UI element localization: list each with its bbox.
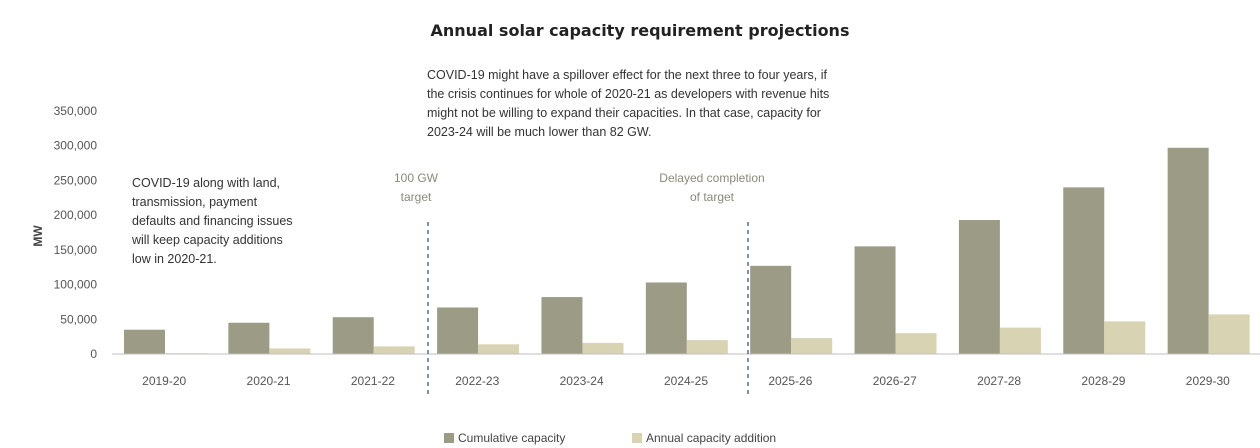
top-note: COVID-19 might have a spillover effect f… [427, 68, 829, 139]
bar-annual-addition [269, 348, 311, 354]
legend-swatch [632, 433, 642, 443]
x-tick-label: 2025-26 [768, 374, 812, 388]
marker-label-line: of target [690, 190, 735, 204]
bar-annual-addition [895, 333, 937, 354]
left-note: COVID-19 along with land, transmission, … [131, 176, 293, 266]
legend-label: Cumulative capacity [458, 431, 565, 445]
bar-annual-addition [999, 327, 1041, 354]
marker-label-line: Delayed completion [659, 171, 764, 185]
bar-cumulative-capacity [750, 265, 792, 354]
y-tick-label: 350,000 [54, 104, 98, 118]
x-tick-label: 2021-22 [351, 374, 395, 388]
left-note-line: transmission, payment [132, 195, 258, 209]
bar-cumulative-capacity [541, 297, 583, 354]
x-axis-ticks: 2019-20 2020-21 2021-22 2022-23 2023-24 2024-… [142, 374, 1230, 388]
bar-annual-addition [1208, 314, 1250, 354]
bar-annual-addition [1104, 321, 1146, 354]
x-tick-label: 2029-30 [1186, 374, 1230, 388]
bar-cumulative-capacity [332, 317, 374, 354]
y-tick-label: 100,000 [54, 278, 98, 292]
x-tick-label: 2024-25 [664, 374, 708, 388]
left-note-line: COVID-19 along with land, [132, 176, 280, 190]
bar-annual-addition [373, 346, 415, 354]
x-tick-label: 2020-21 [247, 374, 291, 388]
top-note-line: the crisis continues for whole of 2020-2… [427, 87, 829, 101]
bar-cumulative-capacity [854, 246, 896, 354]
left-note-line: low in 2020-21. [132, 252, 217, 266]
legend-label: Annual capacity addition [646, 431, 776, 445]
bar-cumulative-capacity [124, 329, 165, 354]
left-note-line: will keep capacity additions [131, 233, 283, 247]
marker-label-line: 100 GW [394, 171, 439, 185]
y-tick-label: 0 [90, 347, 97, 361]
bar-cumulative-capacity [1167, 147, 1209, 354]
bar-annual-addition [686, 340, 728, 354]
bar-annual-addition [582, 342, 624, 354]
bar-cumulative-capacity [1063, 187, 1105, 354]
bars [124, 147, 1250, 354]
bar-cumulative-capacity [228, 322, 270, 354]
y-tick-label: 300,000 [54, 139, 98, 153]
bar-annual-addition [478, 344, 520, 354]
top-note-line: 2023-24 will be much lower than 82 GW. [427, 125, 651, 139]
legend: Cumulative capacity Annual capacity addit… [444, 431, 776, 445]
bar-annual-addition [791, 338, 833, 354]
y-tick-label: 250,000 [54, 173, 98, 187]
y-axis-ticks: 0 50,000 100,000 150,000 200,000 250,000 300,0… [54, 104, 98, 361]
bar-cumulative-capacity [958, 220, 1000, 354]
marker-label-delayed: Delayed completion of target [659, 171, 764, 204]
bar-cumulative-capacity [437, 307, 479, 354]
marker-label-100gw: 100 GW target [394, 171, 439, 204]
y-tick-label: 200,000 [54, 208, 98, 222]
x-tick-label: 2027-28 [977, 374, 1021, 388]
x-tick-label: 2028-29 [1081, 374, 1125, 388]
marker-label-line: target [401, 190, 432, 204]
legend-swatch [444, 433, 454, 443]
bar-cumulative-capacity [645, 282, 687, 354]
top-note-line: might not be willing to expand their cap… [427, 106, 821, 120]
y-tick-label: 50,000 [60, 312, 97, 326]
y-axis-label: MW [31, 225, 45, 247]
x-tick-label: 2022-23 [455, 374, 499, 388]
chart-title: Annual solar capacity requirement projec… [431, 21, 850, 40]
x-tick-label: 2019-20 [142, 374, 186, 388]
x-tick-label: 2023-24 [560, 374, 604, 388]
x-tick-label: 2026-27 [873, 374, 917, 388]
top-note-line: COVID-19 might have a spillover effect f… [427, 68, 827, 82]
y-tick-label: 150,000 [54, 243, 98, 257]
left-note-line: defaults and financing issues [132, 214, 293, 228]
